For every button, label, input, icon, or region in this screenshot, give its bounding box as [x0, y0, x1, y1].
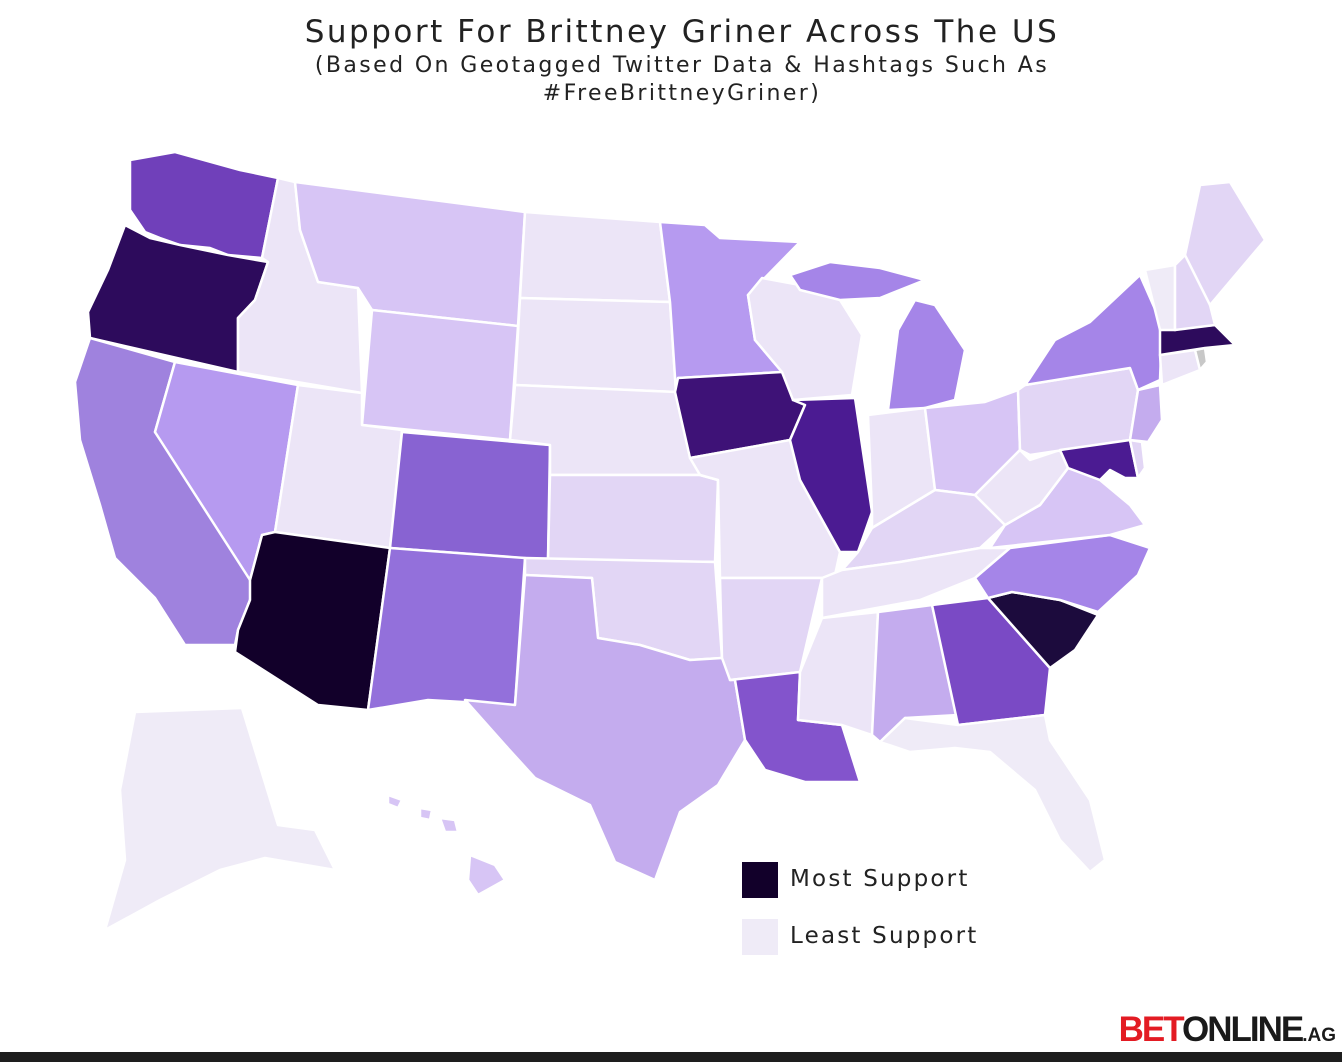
state-south-dakota: South Dakota: [513, 296, 678, 394]
state-new-jersey: New Jersey: [1128, 383, 1164, 444]
state-new-york: New York: [1023, 273, 1164, 392]
state-wisconsin: Wisconsin: [746, 276, 864, 402]
state-texas: Texas: [463, 573, 747, 882]
state-kansas: Kansas: [546, 473, 720, 564]
legend-label-least: Least Support: [790, 923, 979, 949]
state-north-dakota: North Dakota: [518, 210, 672, 304]
subtitle-line-1: (Based On Geotagged Twitter Data & Hasht…: [314, 53, 1050, 78]
state-florida: Florida: [878, 713, 1107, 874]
state-washington: Washington: [128, 150, 280, 260]
state-new-mexico: New Mexico: [366, 546, 527, 712]
legend-swatch-most: [742, 862, 778, 898]
logo-part-bet: BET: [1118, 1010, 1184, 1049]
legend-label-most: Most Support: [790, 866, 970, 892]
map-title: Support For Brittney Griner Across The U…: [304, 14, 1060, 50]
state-maine: Maine: [1183, 180, 1267, 307]
bottom-bar: [0, 1052, 1342, 1062]
logo-part-ag: .AG: [1302, 1025, 1336, 1046]
legend-swatch-least: [742, 919, 778, 955]
logo-part-online: ONLINE: [1181, 1010, 1304, 1049]
state-hawaii: Hawaii: [386, 793, 507, 897]
betonline-logo: BETONLINE.AG: [1119, 1010, 1336, 1050]
state-alaska: Alaska: [103, 706, 337, 932]
state-arizona: Arizona: [233, 530, 392, 712]
state-colorado: Colorado: [388, 430, 552, 562]
map-subtitle: (Based On Geotagged Twitter Data & Hasht…: [250, 52, 1114, 108]
subtitle-line-2: #FreeBrittneyGriner): [542, 81, 822, 106]
state-illinois: Illinois: [788, 396, 874, 554]
state-new-hampshire: New Hampshire: [1173, 253, 1217, 332]
state-wyoming: Wyoming: [360, 308, 520, 442]
state-georgia: Georgia: [930, 596, 1052, 727]
